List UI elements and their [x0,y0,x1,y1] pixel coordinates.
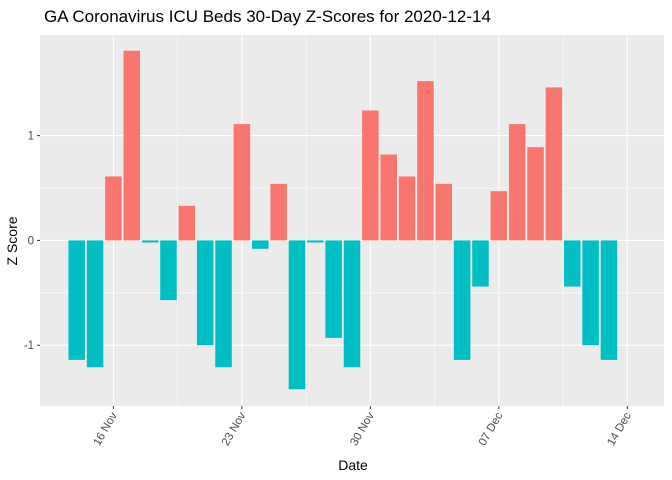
x-tick-label: 30 Nov [348,410,377,448]
bar [582,240,599,346]
bar [362,110,379,241]
bar-series [68,50,618,390]
bar [527,147,544,241]
x-tick-label: 23 Nov [220,410,249,448]
x-tick-label: 16 Nov [91,410,120,448]
bar [307,240,324,243]
bar [141,240,159,243]
bar [86,240,104,368]
y-axis: -1 0 1 [24,131,40,352]
y-tick-label: 1 [28,131,34,143]
minor-gridlines [40,35,664,406]
bar [251,240,269,249]
y-tick-label: -1 [24,340,34,352]
bar [545,87,563,241]
bar [490,191,508,241]
x-axis-title: Date [338,457,368,473]
bar [563,240,581,287]
bar [435,183,453,241]
bar [288,240,306,390]
bar [196,240,214,346]
bar [325,240,342,338]
bar [215,240,232,368]
bar [105,176,122,241]
bar [508,124,526,241]
bar [270,183,287,241]
bar [123,50,141,241]
bar [453,240,471,360]
bar [343,240,361,368]
y-axis-title: Z Score [4,216,20,265]
x-tick-label: 07 Dec [477,410,506,448]
x-axis: 16 Nov 23 Nov 30 Nov 07 Dec 14 Dec [91,406,634,448]
bar [178,205,196,241]
bar [160,240,177,301]
bar [233,124,251,241]
bar [417,81,434,241]
x-tick-label: 14 Dec [605,410,634,448]
bar [68,240,85,360]
bar [472,240,489,287]
y-tick-label: 0 [28,235,34,247]
bar [398,176,416,241]
bar [600,240,618,360]
chart-title: GA Coronavirus ICU Beds 30-Day Z-Scores … [44,7,491,26]
bar [380,154,397,241]
